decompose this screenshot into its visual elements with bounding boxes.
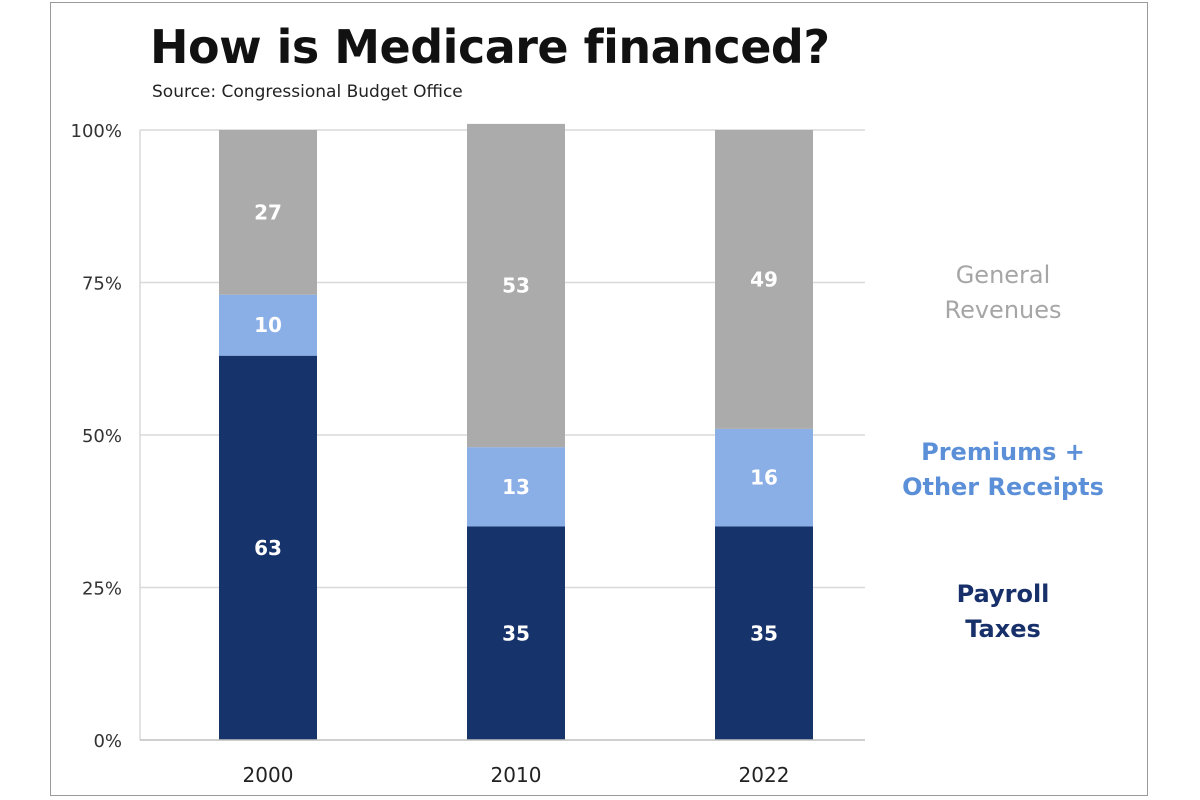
data-label-general-revenues-2000: 27	[254, 200, 282, 224]
legend-payroll-line2: Taxes	[965, 615, 1041, 643]
bar-general-revenues-2022	[715, 130, 813, 429]
x-tick-label: 2022	[739, 763, 790, 787]
y-tick-label: 75%	[82, 274, 122, 295]
legend-payroll-line1: Payroll	[956, 580, 1050, 608]
data-label-general-revenues-2010: 53	[502, 274, 530, 298]
chart-subtitle: Source: Congressional Budget Office	[152, 82, 463, 102]
bar-payroll-taxes-2000	[219, 355, 317, 740]
legend-general-line2: Revenues	[944, 296, 1062, 324]
data-label-general-revenues-2022: 49	[750, 267, 778, 291]
bar-premiums-other-receipts-2022	[715, 428, 813, 527]
bar-payroll-taxes-2022	[715, 526, 813, 740]
y-tick-label: 25%	[82, 579, 122, 600]
x-tick-label: 2000	[243, 763, 294, 787]
bar-general-revenues-2000	[219, 130, 317, 295]
data-label-payroll-taxes-2010: 35	[502, 621, 530, 645]
legend-payroll-taxes: Payroll Taxes	[873, 577, 1133, 647]
legend-premiums-line1: Premiums +	[921, 438, 1085, 466]
y-tick-label: 0%	[93, 731, 122, 752]
bar-general-revenues-2010	[467, 123, 565, 448]
chart-title: How is Medicare financed?	[150, 20, 830, 74]
bars: 63 10 27 35 13 53 35 16 49	[219, 123, 813, 740]
bar-premiums-other-receipts-2000	[219, 294, 317, 356]
data-label-premiums-other-receipts-2010: 13	[502, 475, 530, 499]
bar-payroll-taxes-2010	[467, 526, 565, 740]
legend-general-line1: General	[955, 261, 1051, 289]
legend-premiums: Premiums + Other Receipts	[873, 435, 1133, 505]
data-label-payroll-taxes-2000: 63	[254, 536, 282, 560]
y-tick-label: 100%	[71, 121, 122, 142]
bar-premiums-other-receipts-2010	[467, 447, 565, 527]
data-label-premiums-other-receipts-2000: 10	[254, 313, 282, 337]
legend-general-revenues: General Revenues	[873, 258, 1133, 328]
x-tick-label: 2010	[491, 763, 542, 787]
data-label-premiums-other-receipts-2022: 16	[750, 466, 778, 490]
y-tick-label: 50%	[82, 426, 122, 447]
axes: 0% 25% 50% 75% 100% 2000 2010 2022	[71, 121, 865, 787]
legend-premiums-line2: Other Receipts	[902, 473, 1104, 501]
data-label-payroll-taxes-2022: 35	[750, 621, 778, 645]
